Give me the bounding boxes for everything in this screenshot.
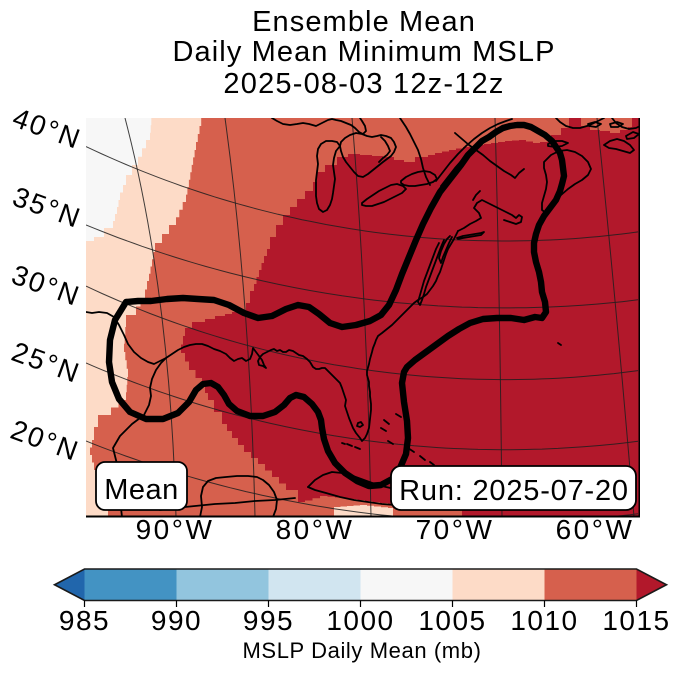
svg-text:60°W: 60°W [556,514,635,545]
svg-text:Mean: Mean [104,474,179,506]
svg-text:MSLP Daily Mean (mb): MSLP Daily Mean (mb) [243,638,482,663]
svg-text:Ensemble Mean: Ensemble Mean [252,6,476,38]
svg-text:985: 985 [59,605,110,636]
svg-text:2025-08-03 12z-12z: 2025-08-03 12z-12z [223,68,504,100]
svg-text:1015: 1015 [602,605,670,636]
svg-text:90°W: 90°W [136,514,215,545]
svg-text:1000: 1000 [326,605,394,636]
svg-text:1010: 1010 [510,605,578,636]
svg-text:990: 990 [151,605,202,636]
svg-text:80°W: 80°W [276,514,355,545]
svg-text:Run: 2025-07-20: Run: 2025-07-20 [399,475,629,507]
svg-text:995: 995 [243,605,294,636]
svg-text:70°W: 70°W [416,514,495,545]
svg-text:Daily Mean Minimum MSLP: Daily Mean Minimum MSLP [172,36,555,68]
svg-text:1005: 1005 [418,605,486,636]
